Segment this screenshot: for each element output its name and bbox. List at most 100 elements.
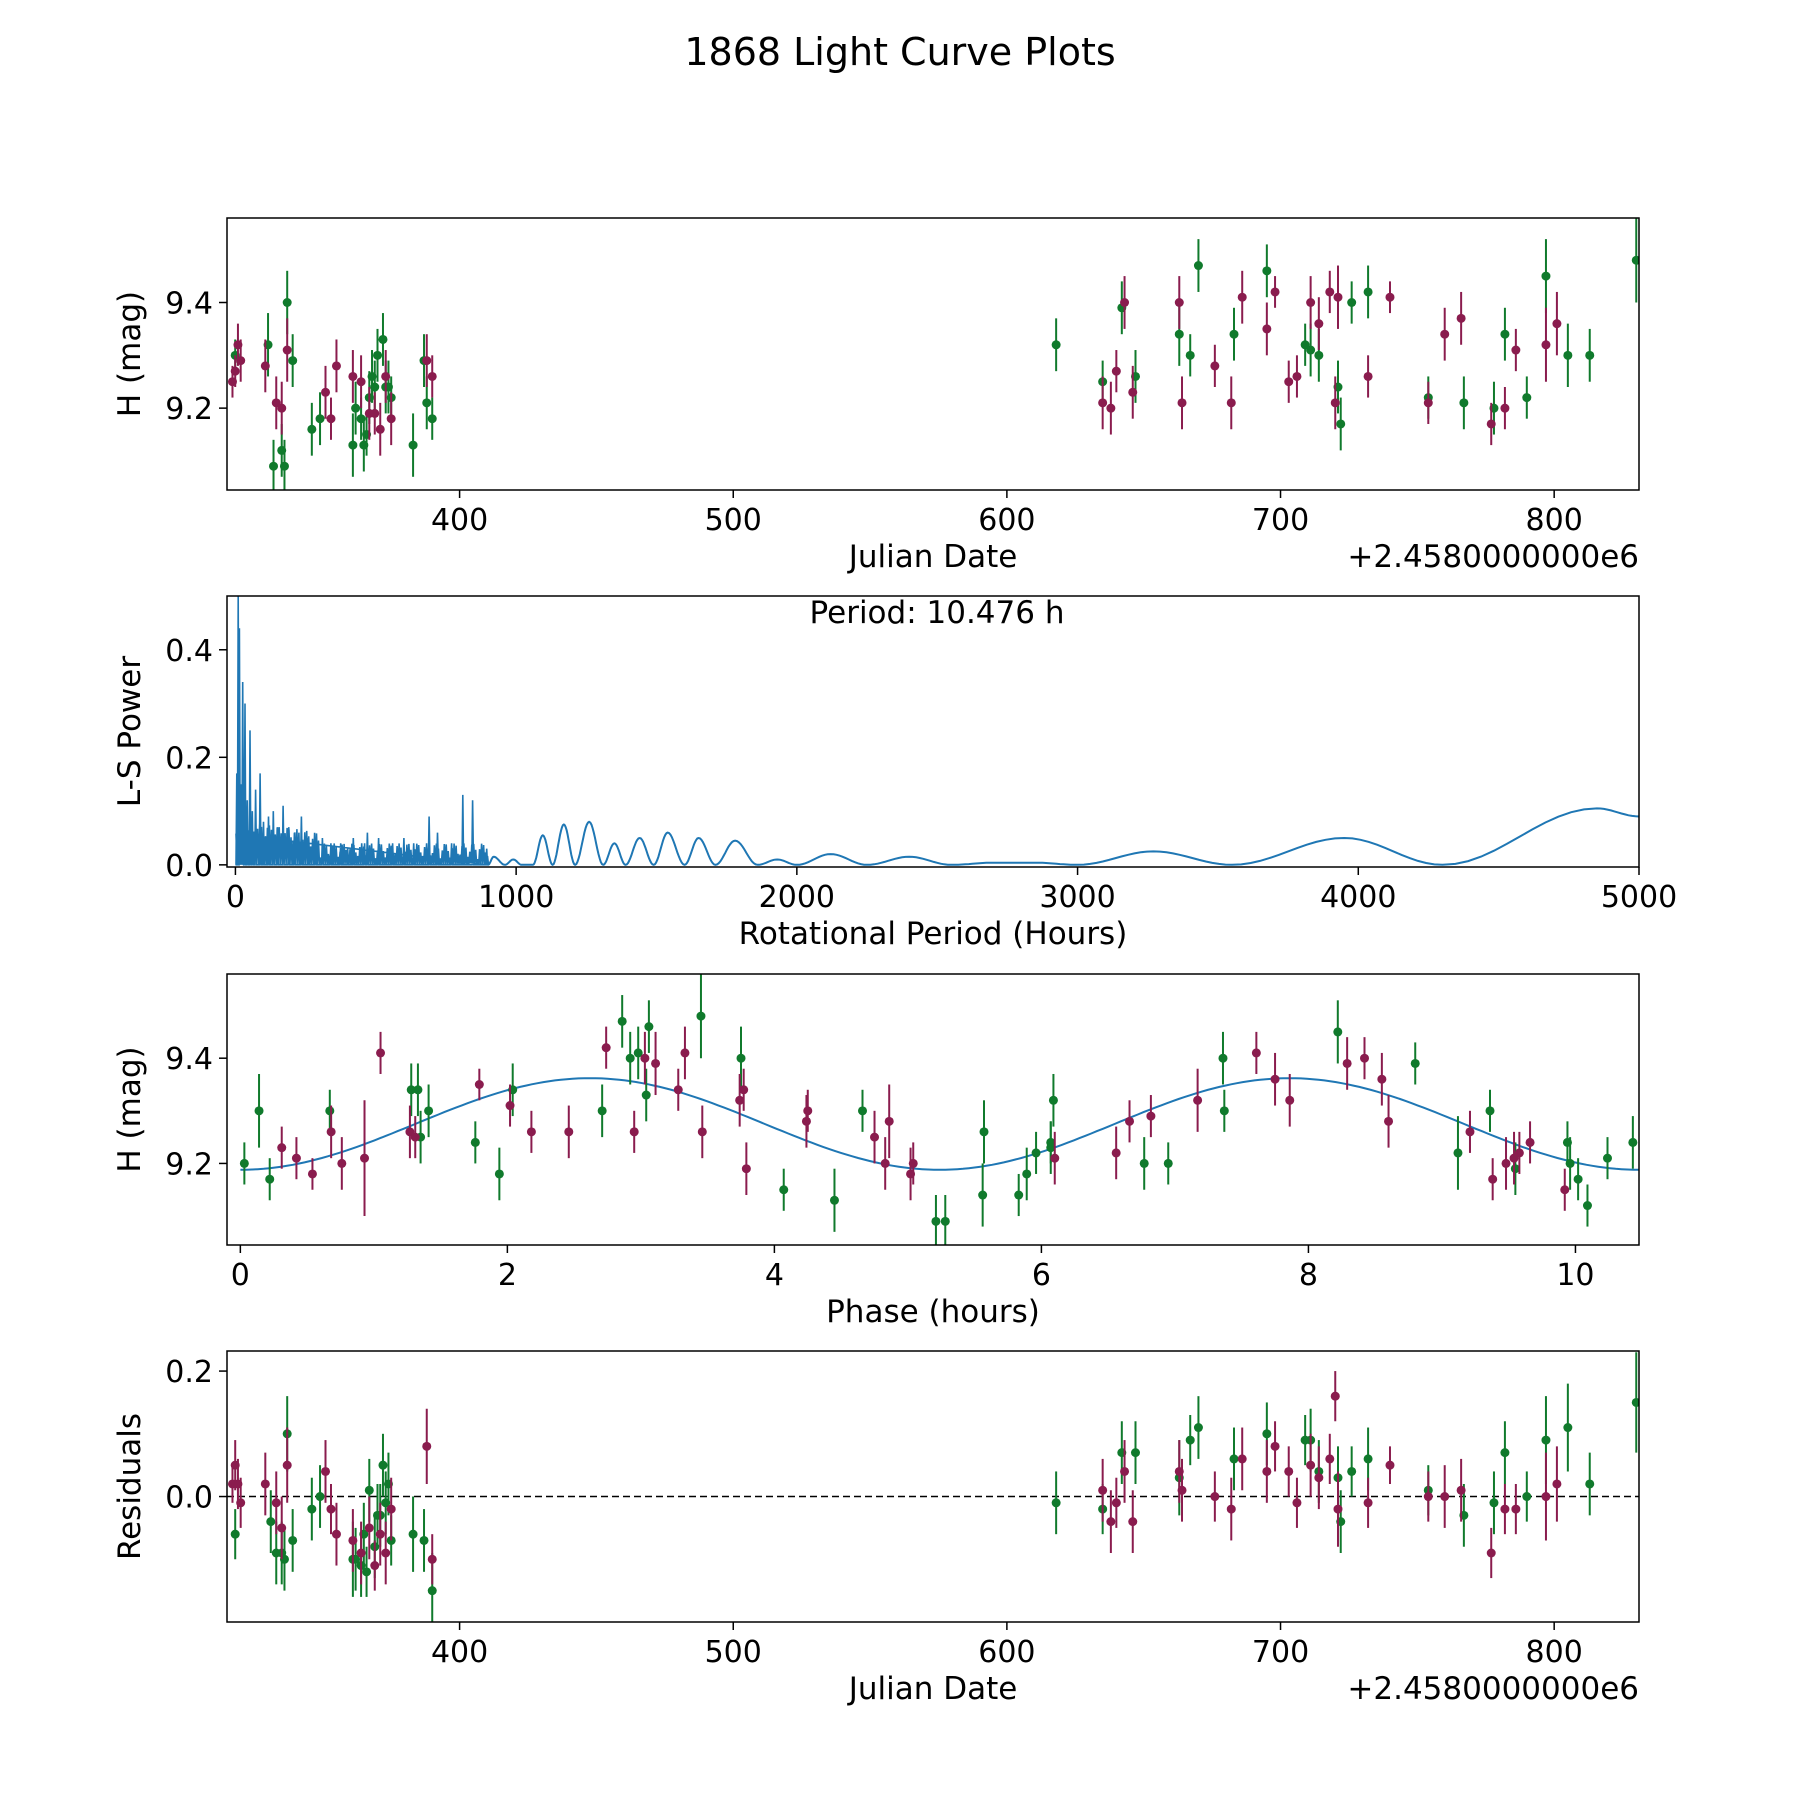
- lightcurve-xtick-label: 600: [978, 503, 1035, 538]
- lightcurve-ytick-label: 9.2: [165, 392, 213, 427]
- periodogram-data: [235, 596, 1639, 866]
- figure-title: 1868 Light Curve Plots: [684, 30, 1115, 74]
- phased-data-point: [406, 1085, 416, 1095]
- phased-data-point: [1465, 1127, 1475, 1137]
- lightcurve-data-point: [1459, 398, 1469, 408]
- lightcurve-data-point: [1174, 298, 1184, 308]
- phased-data-point: [1219, 1106, 1229, 1116]
- residuals-data-point: [1262, 1429, 1272, 1439]
- phased-data-point: [325, 1106, 335, 1116]
- phased-xtick-label: 2: [498, 1258, 517, 1293]
- lightcurve-ytick-label: 9.4: [165, 287, 213, 322]
- residuals-data-point: [1262, 1466, 1272, 1476]
- periodogram-xtick-label: 3000: [1039, 880, 1115, 915]
- residuals-data-point: [1306, 1460, 1316, 1470]
- lightcurve-data-point: [1440, 329, 1450, 339]
- phased-data-point: [494, 1169, 504, 1179]
- phased-xtick-label: 10: [1556, 1258, 1594, 1293]
- residuals-data-point: [236, 1498, 246, 1508]
- phased-data-point: [629, 1127, 639, 1137]
- residuals-data-point: [1456, 1485, 1466, 1495]
- periodogram-panel: 0 1000 2000 3000 4000 5000 0.0 0.2 0.4 Rotational…: [112, 595, 1677, 952]
- phased-data-point: [1022, 1169, 1032, 1179]
- phased-xtick-label: 4: [765, 1258, 784, 1293]
- phased-ytick-label: 9.4: [165, 1042, 213, 1077]
- phased-data-point: [291, 1153, 301, 1163]
- lightcurve-data-point: [1552, 319, 1562, 329]
- residuals-data-point: [1210, 1492, 1220, 1502]
- lightcurve-data-point: [1363, 287, 1373, 297]
- phased-data-point: [736, 1053, 746, 1063]
- phased-data: [239, 974, 1639, 1245]
- residuals-data-point: [1423, 1492, 1433, 1502]
- phased-data-point: [1270, 1074, 1280, 1084]
- lightcurve-data-point: [1385, 292, 1395, 302]
- phased-data-point: [1251, 1048, 1261, 1058]
- phased-data-point: [931, 1216, 941, 1226]
- residuals-data-point: [1226, 1504, 1236, 1514]
- phased-data-point: [526, 1127, 536, 1137]
- phased-data-point: [1163, 1158, 1173, 1168]
- lightcurve-data-point: [326, 414, 336, 424]
- residuals-xtick-label: 600: [978, 1635, 1035, 1670]
- periodogram-ytick-label: 0.2: [165, 741, 213, 776]
- lightcurve-data-point: [1500, 329, 1510, 339]
- residuals-data-point: [1552, 1479, 1562, 1489]
- residuals-data-point: [364, 1485, 374, 1495]
- phased-data-point: [880, 1158, 890, 1168]
- residuals-data-point: [1237, 1454, 1247, 1464]
- lightcurve-data-point: [373, 350, 383, 360]
- residuals-axes-frame: [226, 1350, 1640, 1623]
- lightcurve-data-point: [1292, 371, 1302, 381]
- phased-data-point: [739, 1085, 749, 1095]
- lightcurve-data-point: [1585, 350, 1595, 360]
- residuals-data-point: [315, 1492, 325, 1502]
- lightcurve-data-point: [1306, 298, 1316, 308]
- phased-data-point: [1111, 1148, 1121, 1158]
- phased-data-point: [940, 1216, 950, 1226]
- residuals-ytick-label: 0.2: [165, 1355, 213, 1390]
- lightcurve-data-point: [1111, 366, 1121, 376]
- lightcurve-data-point: [427, 371, 437, 381]
- phased-data-point: [1046, 1137, 1056, 1147]
- lightcurve-data-point: [1456, 313, 1466, 323]
- periodogram-xtick-label: 4000: [1320, 880, 1396, 915]
- residuals-data-point: [1489, 1498, 1499, 1508]
- lightcurve-data-point: [236, 356, 246, 366]
- residuals-data-point: [1385, 1460, 1395, 1470]
- lightcurve-xtick-label: 400: [431, 503, 488, 538]
- lightcurve-data-point: [1314, 350, 1324, 360]
- phased-data-point: [1582, 1201, 1592, 1211]
- lightcurve-data-point: [1541, 271, 1551, 281]
- phased-data-point: [474, 1080, 484, 1090]
- periodogram-xtick-label: 1000: [478, 880, 554, 915]
- phased-data-point: [1125, 1116, 1135, 1126]
- phased-data-point: [360, 1153, 370, 1163]
- phased-data-point: [829, 1195, 839, 1205]
- lightcurve-xlabel: Julian Date: [847, 539, 1018, 575]
- phased-data-point: [505, 1101, 515, 1111]
- residuals-xtick-label: 800: [1526, 1635, 1583, 1670]
- residuals-data-point: [422, 1441, 432, 1451]
- phased-axes-frame: [226, 973, 1640, 1246]
- lightcurve-data-point: [1306, 345, 1316, 355]
- lightcurve-data-point: [321, 387, 331, 397]
- residuals-data-point: [1106, 1517, 1116, 1527]
- residuals-data-point: [1631, 1397, 1639, 1407]
- phased-data-point: [1285, 1095, 1295, 1105]
- phased-data-point: [1628, 1137, 1638, 1147]
- residuals-data-point: [1500, 1504, 1510, 1514]
- residuals-data-point: [386, 1504, 396, 1514]
- lightcurve-data-point: [230, 366, 240, 376]
- phased-data-point: [1193, 1095, 1203, 1105]
- lightcurve-data-point: [1330, 398, 1340, 408]
- residuals-data-point: [427, 1586, 437, 1596]
- lightcurve-data-point: [386, 414, 396, 424]
- phased-data-point: [680, 1048, 690, 1058]
- phased-data-point: [1565, 1158, 1575, 1168]
- lightcurve-data-point: [427, 414, 437, 424]
- phased-data-point: [597, 1106, 607, 1116]
- lightcurve-data-point: [1262, 266, 1272, 276]
- lightcurve-data-point: [348, 371, 358, 381]
- lightcurve-data-point: [378, 334, 388, 344]
